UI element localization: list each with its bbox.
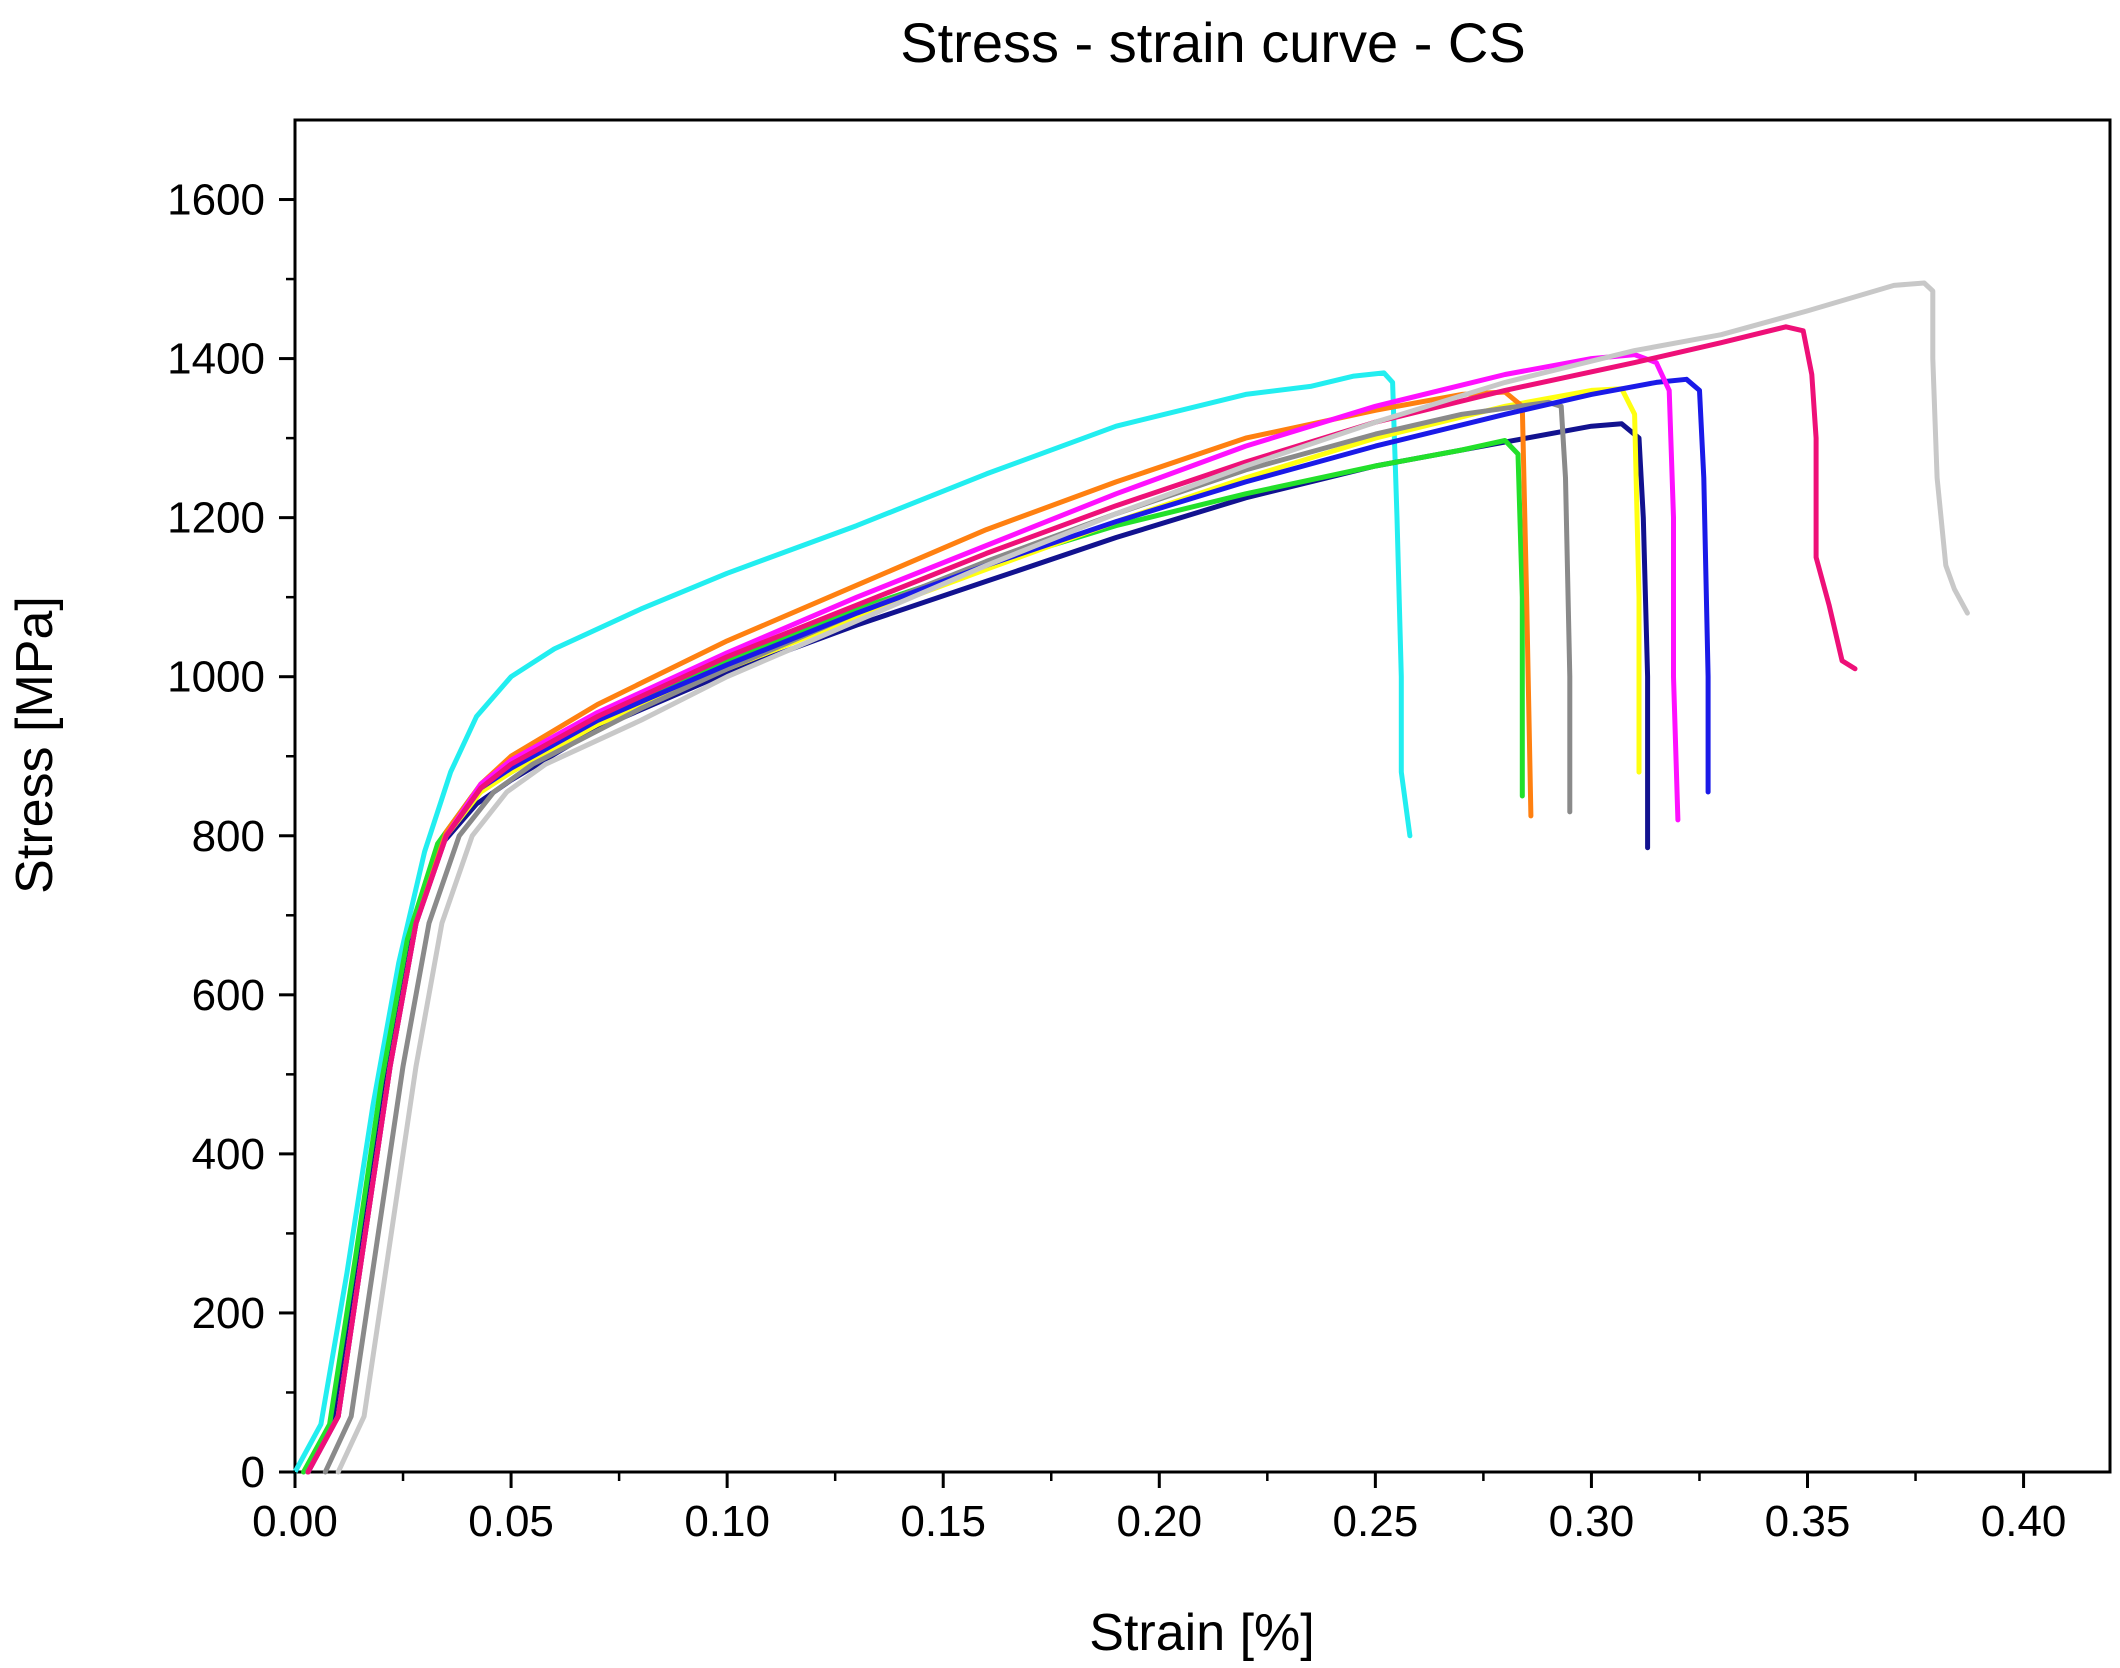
series-line-navy (305, 421, 1651, 1475)
tick-layer (279, 198, 2026, 1488)
x-axis-title: Strain [%] (1089, 1604, 1314, 1662)
y-tick-label: 1200 (167, 494, 265, 543)
x-tick-label: 0.25 (1333, 1497, 1419, 1546)
x-tick-label: 0.35 (1765, 1497, 1851, 1546)
plot-frame (293, 118, 2112, 1474)
y-tick-label: 0 (241, 1448, 265, 1497)
y-tick-label: 1000 (167, 653, 265, 702)
y-tick-label: 1400 (167, 335, 265, 384)
y-tick-label: 1600 (167, 176, 265, 225)
x-tick-label: 0.00 (252, 1497, 338, 1546)
tick-label-layer: 0.00 0.05 0.10 0.15 0.20 0.25 0.30 0.35 0.40 0 200… (167, 176, 2066, 1546)
y-tick-label: 800 (192, 812, 265, 861)
series-line-cyan (292, 370, 1413, 1475)
x-tick-label: 0.10 (684, 1497, 770, 1546)
x-tick-label: 0.40 (1981, 1497, 2067, 1546)
series-line-pink (305, 324, 1858, 1475)
series-line-green (301, 438, 1525, 1475)
y-tick-label: 600 (192, 971, 265, 1020)
x-tick-label: 0.20 (1116, 1497, 1202, 1546)
series-line-lightgray (335, 280, 1970, 1475)
series-line-magenta (305, 352, 1681, 1475)
x-tick-label: 0.05 (468, 1497, 554, 1546)
x-tick-label: 0.15 (900, 1497, 986, 1546)
y-tick-label: 200 (192, 1289, 265, 1338)
series-layer (292, 280, 1970, 1475)
x-tick-label: 0.30 (1549, 1497, 1635, 1546)
y-tick-label: 400 (192, 1130, 265, 1179)
series-line-orange (305, 389, 1534, 1475)
chart-title: Stress - strain curve - CS (900, 11, 1525, 74)
y-axis-title: Stress [MPa] (6, 596, 64, 894)
